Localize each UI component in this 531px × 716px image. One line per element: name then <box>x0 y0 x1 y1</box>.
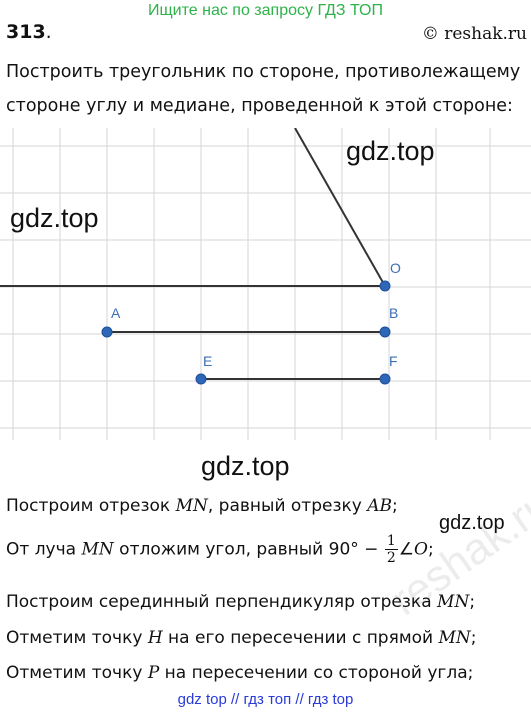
step-4: Отметим точку H на его пересечении с пря… <box>6 628 477 648</box>
watermark-3: gdz.top <box>201 451 290 481</box>
point-a <box>101 326 113 338</box>
point-o <box>379 280 391 292</box>
watermark-1: gdz.top <box>346 136 435 166</box>
geometry-diagram: O A B E F <box>0 128 531 440</box>
angle-ray-upper <box>294 128 386 287</box>
bottom-links[interactable]: gdz top // гдз топ // гдз top <box>177 691 354 708</box>
step-1: Построим отрезок MN, равный отрезку AB; <box>6 496 398 516</box>
label-a: A <box>111 305 121 321</box>
statement-line-2: стороне углу и медиане, проведенной к эт… <box>6 96 513 116</box>
label-f: F <box>389 353 398 369</box>
point-b <box>379 326 391 338</box>
problem-number: 313. <box>6 21 52 43</box>
statement-line-1: Построить треугольник по стороне, против… <box>6 62 521 82</box>
step-3: Построим серединный перпендикуляр отрезк… <box>6 592 476 612</box>
label-o: O <box>390 260 401 276</box>
grid <box>0 128 531 440</box>
watermark-2: gdz.top <box>10 203 99 233</box>
top-banner: Ищите нас по запросу ГДЗ ТОП <box>148 2 383 19</box>
point-e <box>195 373 207 385</box>
site-credit[interactable]: © reshak.ru <box>421 24 527 44</box>
label-b: B <box>389 305 398 321</box>
step-5: Отметим точку P на пересечении со сторон… <box>6 663 474 683</box>
point-f <box>379 373 391 385</box>
problem-number-dot: . <box>45 21 52 43</box>
problem-number-value: 313 <box>6 21 46 43</box>
watermark-4: gdz.top <box>439 512 505 534</box>
label-e: E <box>203 353 212 369</box>
